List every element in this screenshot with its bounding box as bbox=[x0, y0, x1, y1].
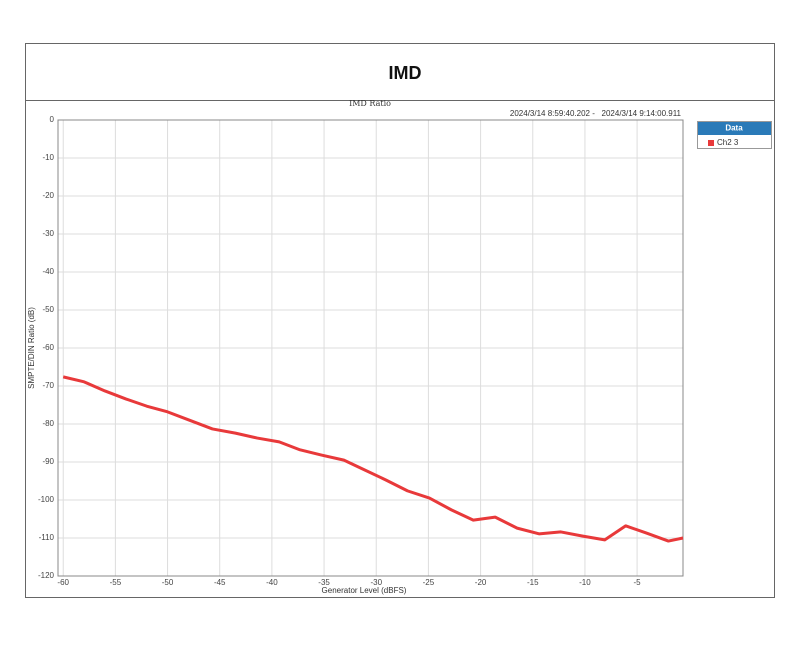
y-axis-label: SMPTE/DIN Ratio (dB) bbox=[27, 307, 36, 389]
x-tick-label: -10 bbox=[579, 578, 591, 587]
legend-label: Ch2 3 bbox=[717, 138, 739, 147]
x-tick-label: -25 bbox=[423, 578, 435, 587]
y-tick-label: 0 bbox=[50, 115, 55, 124]
x-tick-label: -5 bbox=[634, 578, 642, 587]
x-tick-label: -15 bbox=[527, 578, 539, 587]
page-title: IMD bbox=[389, 63, 422, 83]
y-tick-label: -60 bbox=[42, 343, 54, 352]
y-tick-label: -30 bbox=[42, 229, 54, 238]
legend-header bbox=[698, 122, 771, 135]
y-tick-label: -90 bbox=[42, 457, 54, 466]
y-tick-label: -110 bbox=[39, 533, 55, 542]
legend-title: Data bbox=[725, 124, 743, 133]
x-tick-label: -20 bbox=[475, 578, 487, 587]
y-tick-label: -70 bbox=[42, 381, 54, 390]
x-axis-label: Generator Level (dBFS) bbox=[322, 586, 407, 595]
legend-swatch bbox=[708, 140, 714, 146]
data-line bbox=[62, 375, 684, 543]
chart-title: IMD Ratio bbox=[349, 99, 391, 108]
x-tick-label: -45 bbox=[214, 578, 226, 587]
timestamp: 2024/3/14 8:59:40.202 - 2024/3/14 9:14:0… bbox=[510, 109, 682, 118]
y-tick-label: -10 bbox=[42, 153, 54, 162]
y-tick-label: -20 bbox=[42, 191, 54, 200]
y-tick-label: -80 bbox=[42, 419, 54, 428]
x-tick-label: -30 bbox=[370, 578, 382, 587]
y-tick-label: -100 bbox=[38, 495, 55, 504]
y-tick-label: -120 bbox=[38, 571, 55, 580]
x-tick-label: -40 bbox=[266, 578, 278, 587]
x-tick-label: -55 bbox=[110, 578, 122, 587]
y-tick-label: -40 bbox=[42, 267, 54, 276]
y-tick-label: -50 bbox=[42, 305, 54, 314]
plot-border bbox=[57, 119, 684, 577]
x-tick-label: -60 bbox=[57, 578, 69, 587]
x-tick-label: -35 bbox=[318, 578, 330, 587]
x-tick-label: -50 bbox=[162, 578, 174, 587]
